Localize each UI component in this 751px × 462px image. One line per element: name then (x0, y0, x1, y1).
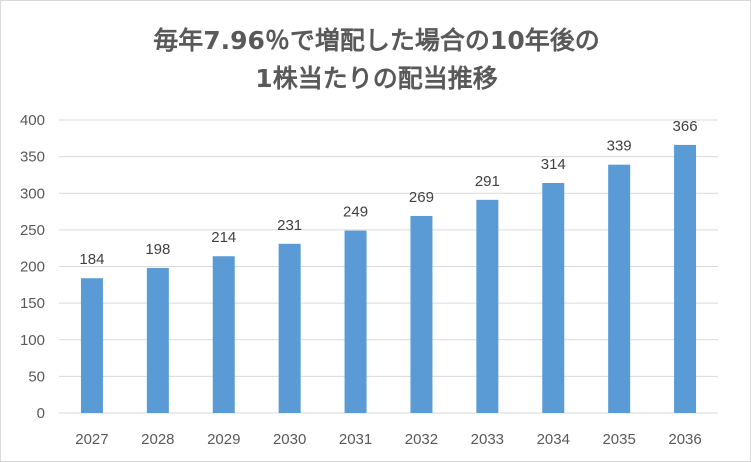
bar (542, 182, 565, 413)
y-tick-label: 200 (20, 259, 45, 276)
y-tick-label: 150 (20, 295, 45, 312)
data-label: 366 (673, 118, 698, 135)
bar (80, 278, 103, 413)
data-label: 214 (211, 229, 236, 246)
y-tick-label: 50 (28, 368, 45, 385)
data-label: 339 (607, 138, 632, 155)
x-tick-label: 2031 (339, 431, 372, 448)
bar (212, 256, 235, 413)
data-label: 314 (541, 156, 566, 173)
y-tick-label: 350 (20, 149, 45, 166)
bar (278, 243, 301, 413)
y-tick-label: 0 (37, 405, 45, 422)
chart-title-line-1: 毎年7.96％で増配した場合の10年後の (153, 26, 600, 55)
bar (146, 267, 169, 413)
y-tick-label: 300 (20, 185, 45, 202)
x-tick-label: 2032 (405, 431, 438, 448)
y-tick-label: 100 (20, 332, 45, 349)
x-tick-label: 2027 (75, 431, 108, 448)
bar (674, 144, 697, 413)
bar (344, 230, 367, 413)
data-label: 249 (343, 204, 368, 221)
y-tick-label: 400 (20, 112, 45, 129)
bar (410, 215, 433, 413)
data-label: 291 (475, 173, 500, 190)
data-label: 231 (277, 217, 302, 234)
y-tick-label: 250 (20, 222, 45, 239)
x-tick-label: 2029 (207, 431, 240, 448)
x-tick-label: 2033 (471, 431, 504, 448)
x-tick-label: 2036 (668, 431, 701, 448)
data-label: 198 (145, 241, 170, 258)
bar (608, 164, 631, 413)
data-label: 184 (79, 251, 104, 268)
data-label: 269 (409, 189, 434, 206)
chart-title-line-2: 1株当たりの配当推移 (255, 64, 498, 93)
x-tick-label: 2035 (602, 431, 635, 448)
x-tick-label: 2030 (273, 431, 306, 448)
x-tick-label: 2034 (537, 431, 570, 448)
bar (476, 199, 499, 413)
x-tick-label: 2028 (141, 431, 174, 448)
